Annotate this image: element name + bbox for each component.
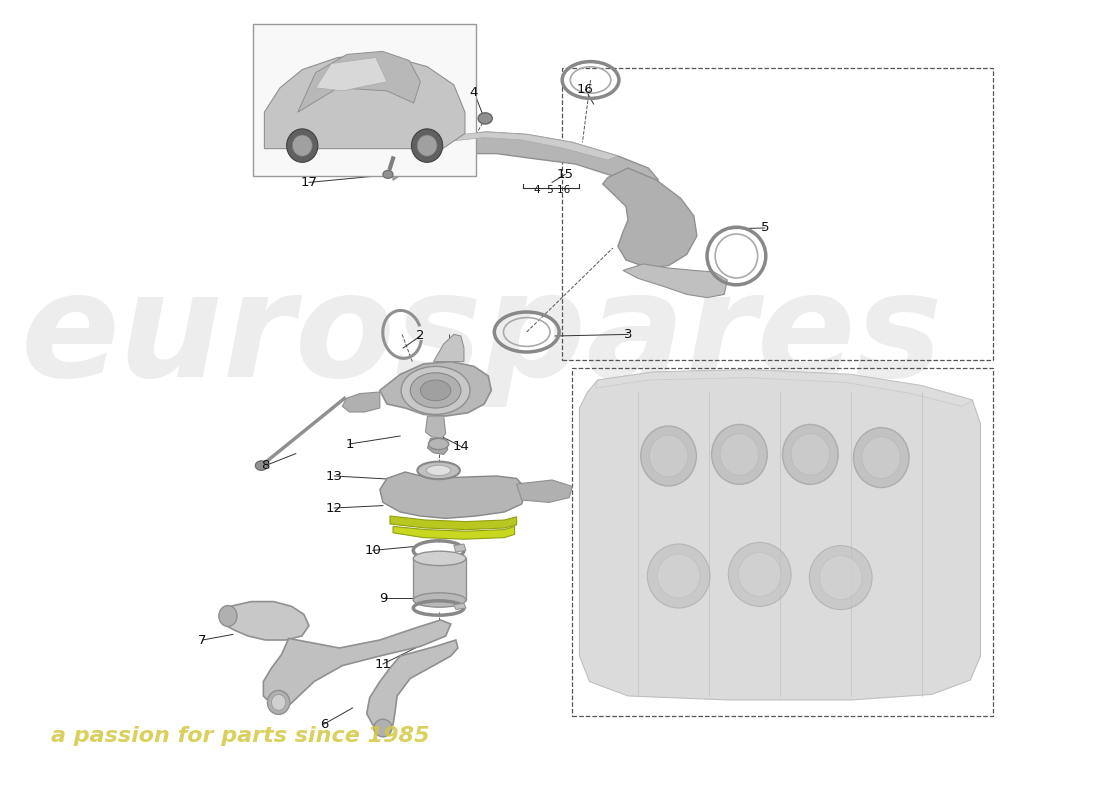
Text: 16: 16 — [578, 83, 594, 96]
Text: 9: 9 — [378, 592, 387, 605]
Ellipse shape — [420, 380, 451, 401]
Text: 17: 17 — [300, 176, 318, 189]
Ellipse shape — [647, 544, 711, 608]
Ellipse shape — [255, 461, 267, 470]
Ellipse shape — [410, 373, 461, 408]
Text: 8: 8 — [261, 459, 270, 472]
Polygon shape — [379, 472, 527, 518]
Ellipse shape — [293, 135, 312, 156]
Ellipse shape — [417, 135, 437, 156]
Polygon shape — [414, 558, 466, 600]
Ellipse shape — [782, 424, 838, 484]
Ellipse shape — [820, 555, 862, 600]
Polygon shape — [393, 132, 659, 186]
Ellipse shape — [649, 435, 688, 477]
Polygon shape — [366, 640, 458, 728]
Text: 12: 12 — [326, 502, 343, 514]
Ellipse shape — [272, 694, 286, 710]
Ellipse shape — [374, 719, 392, 737]
Text: 1: 1 — [345, 438, 354, 450]
Polygon shape — [298, 51, 420, 112]
Polygon shape — [595, 370, 972, 406]
Ellipse shape — [862, 437, 901, 478]
Bar — [562, 68, 992, 360]
Text: 15: 15 — [557, 168, 574, 181]
Polygon shape — [390, 516, 517, 530]
Bar — [253, 24, 476, 176]
Ellipse shape — [720, 434, 759, 475]
Ellipse shape — [429, 438, 449, 450]
Text: 3: 3 — [624, 328, 632, 341]
Ellipse shape — [219, 606, 236, 626]
Text: 4: 4 — [470, 86, 478, 98]
Polygon shape — [223, 602, 309, 640]
Ellipse shape — [712, 424, 768, 484]
Text: 6: 6 — [320, 718, 328, 730]
Polygon shape — [264, 54, 465, 149]
Polygon shape — [433, 334, 464, 362]
Ellipse shape — [728, 542, 791, 606]
Ellipse shape — [738, 552, 781, 596]
Ellipse shape — [854, 427, 909, 487]
Polygon shape — [263, 620, 451, 706]
Text: 4  5 16: 4 5 16 — [534, 186, 570, 195]
Ellipse shape — [383, 170, 393, 178]
Text: 2: 2 — [416, 330, 425, 342]
Polygon shape — [580, 370, 980, 700]
Ellipse shape — [791, 434, 829, 475]
Polygon shape — [454, 544, 466, 552]
Polygon shape — [517, 480, 572, 502]
Ellipse shape — [810, 546, 872, 610]
Polygon shape — [316, 58, 387, 91]
Text: 5: 5 — [760, 222, 769, 234]
Ellipse shape — [414, 551, 466, 566]
Bar — [572, 368, 992, 716]
Polygon shape — [379, 362, 492, 416]
Polygon shape — [393, 526, 515, 539]
Polygon shape — [426, 416, 446, 438]
Text: a passion for parts since 1985: a passion for parts since 1985 — [51, 726, 429, 746]
Polygon shape — [454, 603, 466, 610]
Ellipse shape — [478, 113, 493, 124]
Text: 10: 10 — [364, 544, 382, 557]
Ellipse shape — [417, 462, 460, 479]
Polygon shape — [407, 132, 618, 160]
Ellipse shape — [287, 129, 318, 162]
Ellipse shape — [658, 554, 700, 598]
Ellipse shape — [402, 366, 470, 414]
Ellipse shape — [267, 690, 289, 714]
Text: 7: 7 — [198, 634, 207, 646]
Ellipse shape — [427, 465, 451, 475]
Ellipse shape — [414, 593, 466, 607]
Ellipse shape — [411, 129, 442, 162]
Text: 11: 11 — [374, 658, 392, 670]
Text: 13: 13 — [326, 470, 343, 482]
Polygon shape — [428, 438, 448, 454]
Polygon shape — [623, 264, 727, 298]
Polygon shape — [603, 168, 697, 268]
Polygon shape — [342, 392, 380, 412]
Ellipse shape — [640, 426, 696, 486]
Text: eurospares: eurospares — [20, 266, 943, 406]
Text: 14: 14 — [452, 440, 470, 453]
